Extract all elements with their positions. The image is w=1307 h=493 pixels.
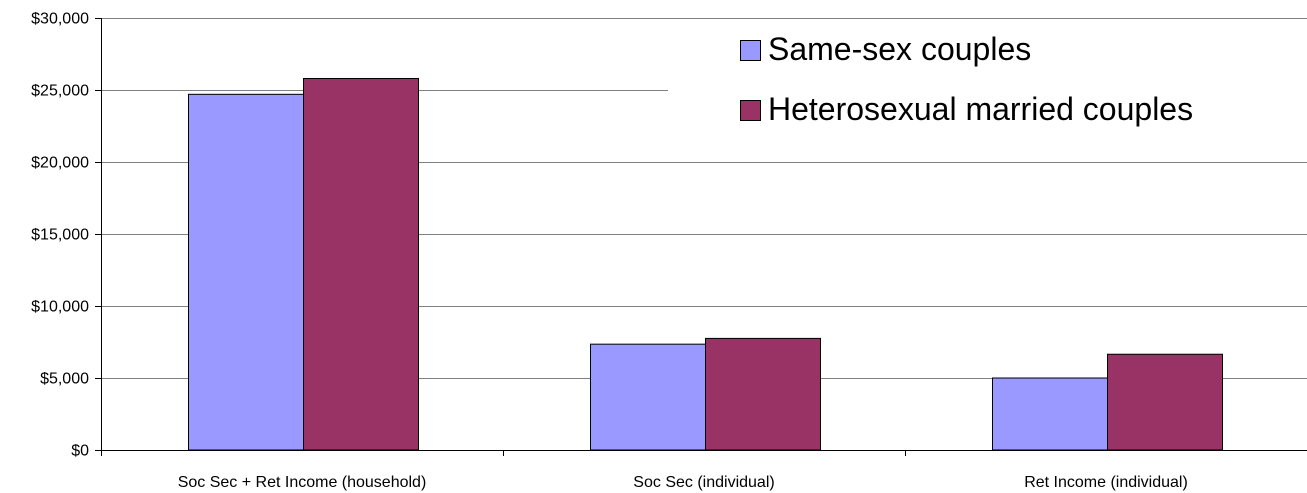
legend-label-heterosexual: Heterosexual married couples	[768, 91, 1193, 127]
x-tick-label: Soc Sec + Ret Income (household)	[178, 474, 427, 491]
bar-same-sex-0	[188, 93, 304, 451]
y-tick-label: $10,000	[31, 299, 89, 316]
legend[interactable]: Same-sex couples Heterosexual married cou…	[668, 26, 1307, 150]
x-tick-label: Soc Sec (individual)	[633, 474, 774, 491]
y-tick-label: $25,000	[31, 83, 89, 100]
legend-label-same-sex: Same-sex couples	[768, 31, 1031, 67]
y-tick-label: $0	[71, 443, 89, 460]
y-tick-label: $15,000	[31, 227, 89, 244]
bar-heterosexual-1	[705, 337, 821, 451]
bar-same-sex-2	[992, 377, 1108, 451]
bars	[188, 77, 1223, 451]
legend-swatch-same-sex	[740, 40, 761, 61]
bar-heterosexual-2	[1107, 353, 1223, 451]
y-tick-label: $30,000	[31, 11, 89, 28]
x-tick-label: Ret Income (individual)	[1024, 474, 1188, 491]
legend-background	[668, 26, 1307, 150]
legend-swatch-heterosexual	[740, 100, 761, 121]
y-tick-label: $5,000	[40, 371, 89, 388]
axes: $0 $5,000 $10,000 $15,000 $20,000 $25,000 $30,…	[31, 11, 1307, 491]
bar-heterosexual-0	[303, 77, 419, 451]
bar-same-sex-1	[590, 343, 706, 451]
y-tick-label: $20,000	[31, 155, 89, 172]
